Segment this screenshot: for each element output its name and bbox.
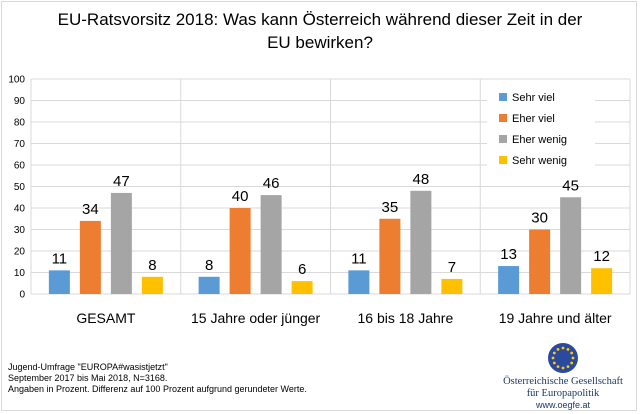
data-label: 12 bbox=[593, 248, 610, 265]
legend-label: Sehr wenig bbox=[512, 155, 567, 167]
bar bbox=[260, 195, 282, 294]
survey-note-line: Jugend-Umfrage "EUROPA#wasistjetzt" bbox=[8, 362, 168, 372]
y-tick-label: 30 bbox=[14, 225, 26, 236]
x-category-label: GESAMT bbox=[76, 310, 136, 326]
eu-star-icon bbox=[566, 365, 570, 369]
survey-note-line: Angaben in Prozent. Differenz auf 100 Pr… bbox=[8, 384, 307, 394]
data-label: 45 bbox=[562, 177, 579, 194]
data-label: 30 bbox=[531, 210, 548, 227]
eu-star-icon bbox=[556, 365, 560, 369]
eu-logo-disc bbox=[548, 343, 578, 373]
eu-star-icon bbox=[571, 356, 575, 360]
x-category-label: 19 Jahre und älter bbox=[499, 310, 612, 326]
eu-star-icon bbox=[570, 351, 574, 355]
eu-star-icon bbox=[566, 347, 570, 351]
data-label: 34 bbox=[82, 201, 99, 218]
bar bbox=[141, 276, 163, 294]
bar bbox=[48, 270, 70, 294]
organization-name: Österreichische Gesellschaft für Europap… bbox=[488, 376, 638, 400]
data-label: 8 bbox=[148, 257, 156, 274]
data-label: 11 bbox=[52, 250, 68, 267]
y-tick-label: 10 bbox=[14, 268, 26, 279]
bar bbox=[560, 197, 582, 294]
data-label: 13 bbox=[500, 246, 517, 263]
legend-label: Eher viel bbox=[512, 113, 555, 125]
eu-star-icon bbox=[552, 361, 556, 365]
survey-note-line: September 2017 bis Mai 2018, N=3168. bbox=[8, 373, 168, 383]
bar bbox=[110, 192, 132, 294]
data-label: 8 bbox=[205, 257, 213, 274]
bar bbox=[529, 229, 551, 294]
y-tick-label: 70 bbox=[14, 139, 26, 150]
organization-name-line: Österreichische Gesellschaft bbox=[503, 376, 623, 387]
y-tick-label: 60 bbox=[14, 161, 26, 172]
bar bbox=[441, 278, 463, 294]
bar bbox=[229, 208, 251, 294]
y-tick-label: 50 bbox=[14, 182, 26, 193]
bar bbox=[498, 266, 520, 294]
data-label: 35 bbox=[382, 199, 399, 216]
organization-block: Österreichische Gesellschaft für Europap… bbox=[488, 342, 638, 411]
data-label: 11 bbox=[351, 250, 367, 267]
eu-star-icon bbox=[561, 346, 565, 350]
legend-swatch bbox=[499, 93, 507, 101]
bar bbox=[291, 281, 313, 294]
y-tick-label: 20 bbox=[14, 247, 26, 258]
eu-star-icon bbox=[570, 361, 574, 365]
bar bbox=[348, 270, 370, 294]
eu-star-icon bbox=[556, 347, 560, 351]
eu-flag-logo-icon bbox=[548, 343, 578, 373]
chart-title-line-2: EU bewirken? bbox=[267, 33, 373, 52]
chart-title-line-1: EU-Ratsvorsitz 2018: Was kann Österreich… bbox=[57, 10, 583, 29]
data-label: 40 bbox=[232, 188, 249, 205]
bar bbox=[79, 220, 101, 294]
x-category-label: 15 Jahre oder jünger bbox=[191, 310, 321, 326]
survey-notes: Jugend-Umfrage "EUROPA#wasistjetzt" Sept… bbox=[8, 362, 307, 395]
legend-label: Eher wenig bbox=[512, 134, 567, 146]
chart-title: EU-Ratsvorsitz 2018: Was kann Österreich… bbox=[40, 8, 600, 54]
eu-star-icon bbox=[561, 366, 565, 370]
x-category-label: 16 bis 18 Jahre bbox=[358, 310, 454, 326]
y-tick-label: 40 bbox=[14, 204, 26, 215]
organization-url[interactable]: www.oegfe.at bbox=[535, 400, 591, 410]
organization-name-line: für Europapolitik bbox=[526, 388, 600, 399]
data-label: 47 bbox=[113, 173, 130, 190]
legend-swatch bbox=[499, 114, 507, 122]
legend-label: Sehr viel bbox=[512, 92, 555, 104]
y-tick-label: 100 bbox=[8, 75, 25, 86]
bar bbox=[379, 218, 401, 294]
data-label: 7 bbox=[448, 259, 456, 276]
bar bbox=[198, 276, 220, 294]
legend-swatch bbox=[499, 156, 507, 164]
eu-star-icon bbox=[552, 351, 556, 355]
y-tick-label: 80 bbox=[14, 118, 26, 129]
bar bbox=[410, 190, 432, 294]
data-label: 6 bbox=[298, 261, 306, 278]
y-tick-label: 90 bbox=[14, 96, 26, 107]
data-label: 46 bbox=[263, 175, 280, 192]
y-tick-label: 0 bbox=[19, 290, 25, 301]
bar bbox=[591, 268, 613, 294]
eu-star-icon bbox=[551, 356, 555, 360]
legend-swatch bbox=[499, 135, 507, 143]
data-label: 48 bbox=[413, 171, 430, 188]
